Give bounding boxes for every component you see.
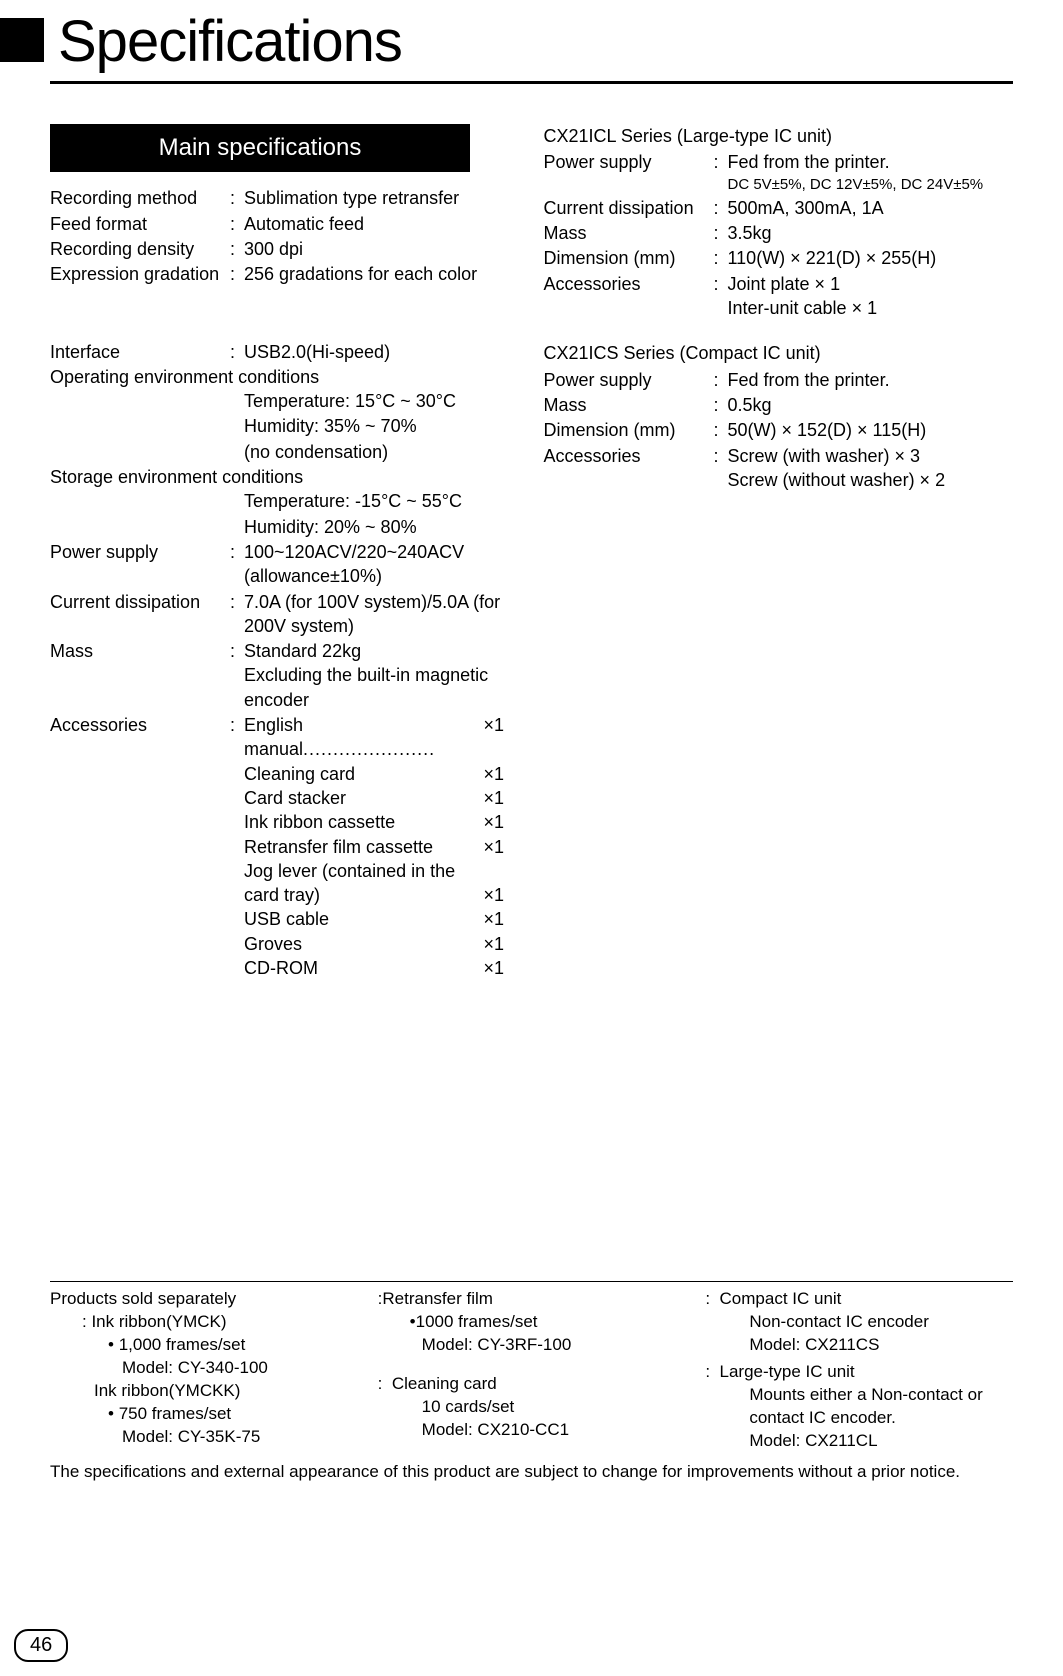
right-column: CX21ICL Series (Large-type IC unit) Powe… [544, 124, 1014, 981]
bottom-grid: Products sold separately : Ink ribbon(YM… [50, 1288, 1013, 1453]
disclaimer: The specifications and external appearan… [50, 1461, 1013, 1484]
title-rule [50, 81, 1013, 84]
spec-recording-density: Recording density : 300 dpi [50, 237, 520, 261]
accessory-row: CD-ROM×1 [244, 956, 504, 980]
accessory-row: Card stacker×1 [244, 786, 504, 810]
corner-tab [0, 18, 44, 62]
spec-power-supply: Power supply : 100~120ACV/220~240ACV (al… [50, 540, 520, 589]
accessory-row: Ink ribbon cassette×1 [244, 810, 504, 834]
cx21icl-title: CX21ICL Series (Large-type IC unit) [544, 124, 1014, 148]
spec-op-env-cond: (no condensation) [50, 440, 520, 464]
bottom-col-3: : Compact IC unit Non-contact IC encoder… [705, 1288, 1013, 1453]
spec-feed-format: Feed format : Automatic feed [50, 212, 520, 236]
spec-storage-env-label: Storage environment conditions [50, 465, 520, 489]
spec-accessories: Accessories : English manual×1Cleaning c… [50, 713, 520, 980]
left-column: Main specifications Recording method : S… [50, 124, 520, 981]
bottom-col-1: Products sold separately : Ink ribbon(YM… [50, 1288, 358, 1453]
page-title: Specifications [58, 0, 1013, 75]
bottom-rule [50, 1281, 1013, 1282]
spec-op-env-temp: Temperature: 15°C ~ 30°C [50, 389, 520, 413]
section-header: Main specifications [50, 124, 470, 172]
spec-mass: Mass : Standard 22kg Excluding the built… [50, 639, 520, 712]
accessory-list: English manual×1Cleaning card×1Card stac… [244, 713, 520, 980]
spec-current-dissipation: Current dissipation : 7.0A (for 100V sys… [50, 590, 520, 639]
accessory-row: Cleaning card×1 [244, 762, 504, 786]
accessory-row: English manual×1 [244, 713, 504, 762]
page-number: 46 [14, 1629, 68, 1662]
cx21icl-power: Power supply : Fed from the printer. DC … [544, 150, 1014, 195]
bottom-col-2: :Retransfer film •1000 frames/set Model:… [378, 1288, 686, 1453]
cx21ics-title: CX21ICS Series (Compact IC unit) [544, 341, 1014, 365]
accessory-row: USB cable×1 [244, 907, 504, 931]
columns: Main specifications Recording method : S… [50, 124, 1013, 981]
spec-label: Recording method [50, 186, 230, 210]
colon: : [230, 186, 244, 210]
spec-expression-gradation: Expression gradation : 256 gradations fo… [50, 262, 520, 286]
spec-op-env-label: Operating environment conditions [50, 365, 520, 389]
accessory-row: Groves×1 [244, 932, 504, 956]
spec-op-env-humidity: Humidity: 35% ~ 70% [50, 414, 520, 438]
spec-value: Sublimation type retransfer [244, 186, 520, 210]
spec-recording-method: Recording method : Sublimation type retr… [50, 186, 520, 210]
spec-interface: Interface : USB2.0(Hi-speed) [50, 340, 520, 364]
accessory-row: Retransfer film cassette×1 [244, 835, 504, 859]
